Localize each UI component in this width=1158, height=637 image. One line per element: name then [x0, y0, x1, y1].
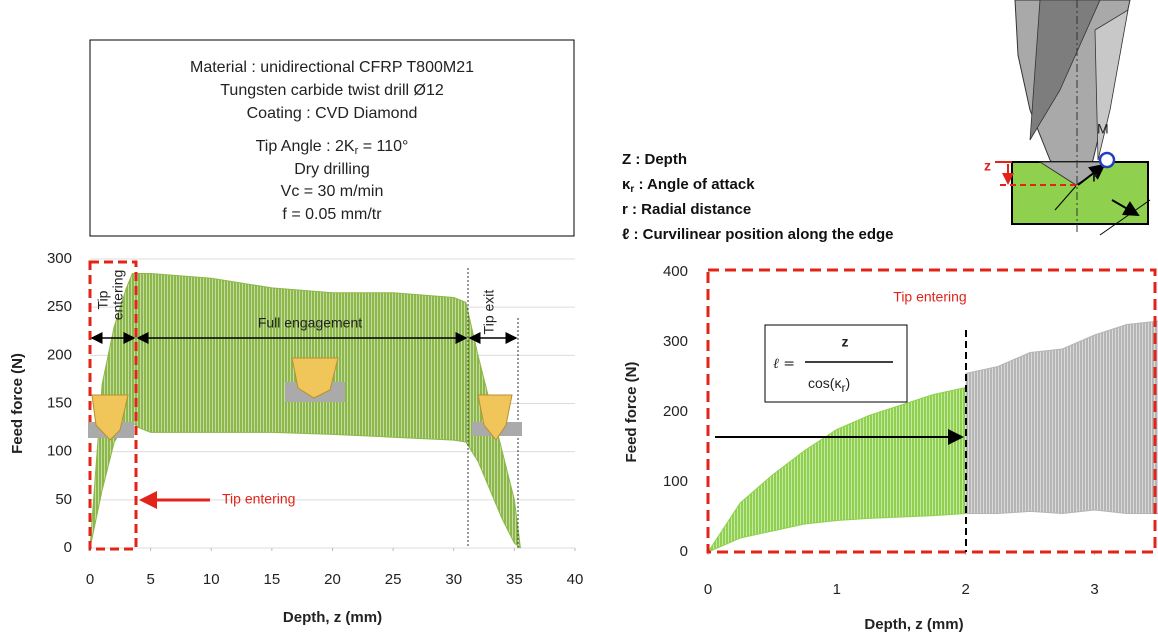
nomenclature-line: κr : Angle of attack	[622, 176, 755, 195]
x-tick-label: 2	[962, 581, 970, 598]
annotation: entering	[110, 270, 126, 321]
y-tick-label: 400	[663, 263, 688, 280]
subscript: r	[841, 381, 845, 395]
drill-icon	[285, 357, 345, 402]
diagram-label: M	[1097, 121, 1109, 137]
x-tick-label: 0	[704, 581, 712, 598]
left-annotations	[88, 260, 522, 551]
annotation: Tip entering	[893, 289, 966, 305]
y-tick-label: 100	[663, 473, 688, 490]
info-line: Vc = 30 m/min	[281, 183, 384, 200]
diagram-label: r	[1092, 169, 1098, 185]
lower-envelope	[707, 513, 966, 553]
info-line: Tungsten carbide twist drill Ø12	[220, 82, 444, 99]
x-axis-title: Depth, z (mm)	[283, 609, 382, 626]
y-axis-title: Feed force (N)	[623, 362, 640, 463]
x-tick-label: 5	[146, 571, 154, 588]
text-part: : Angle of attack	[634, 176, 755, 193]
nomenclature: Z : Depth κr : Angle of attack r : Radia…	[622, 151, 894, 243]
formula-numerator: z	[842, 334, 849, 350]
y-tick-label: 200	[47, 346, 72, 363]
info-line: Material : unidirectional CFRP T800M21	[190, 59, 474, 76]
x-tick-label: 3	[1090, 581, 1098, 598]
nomenclature-line: r : Radial distance	[622, 201, 751, 218]
right-annotations: ℓ = z cos(κr)	[706, 268, 1157, 554]
lower-envelope	[965, 509, 1158, 515]
y-tick-label: 0	[680, 543, 688, 560]
y-tick-label: 100	[47, 443, 72, 460]
x-tick-label: 35	[506, 571, 523, 588]
x-tick-label: 0	[86, 571, 94, 588]
subscript: r	[355, 145, 359, 157]
nomenclature-line: ℓ : Curvilinear position along the edge	[622, 226, 894, 243]
x-axis-title: Depth, z (mm)	[864, 616, 963, 633]
y-tick-label: 250	[47, 298, 72, 315]
formula-denominator: cos(κr)	[808, 375, 850, 395]
formula-lhs: ℓ =	[773, 356, 795, 372]
x-tick-label: 10	[203, 571, 220, 588]
lower-envelope	[89, 422, 521, 549]
x-tick-label: 30	[445, 571, 462, 588]
drill-icon	[472, 394, 522, 441]
upper-envelope	[707, 387, 966, 553]
info-line: Tip Angle : 2Κr = 110°	[256, 138, 409, 157]
force-band	[965, 321, 1158, 514]
nomenclature-line: Z : Depth	[622, 151, 687, 168]
y-tick-label: 300	[47, 250, 72, 267]
force-band	[708, 387, 966, 552]
info-line: f = 0.05 mm/tr	[282, 206, 382, 223]
text-part: cos(κ	[808, 375, 842, 391]
text-part: κ	[622, 176, 631, 193]
upper-envelope	[965, 320, 1158, 374]
x-tick-label: 15	[264, 571, 281, 588]
y-tick-label: 50	[55, 491, 72, 508]
info-line: Coating : CVD Diamond	[247, 105, 418, 122]
y-tick-label: 300	[663, 333, 688, 350]
drill-icon	[88, 394, 134, 441]
text-part: = 110°	[358, 138, 408, 155]
chart: 0 100 200 300 400 0 1 2 3 Feed force (N) Depth, z …	[623, 263, 1158, 633]
y-tick-label: 150	[47, 394, 72, 411]
annotation: Tip entering	[222, 491, 295, 507]
text-part: Tip Angle : 2Κ	[256, 138, 355, 155]
diagram-label: z	[984, 158, 991, 174]
x-tick-label: 25	[385, 571, 402, 588]
text-part: )	[845, 375, 850, 391]
subscript: r	[630, 184, 634, 195]
x-tick-label: 20	[324, 571, 341, 588]
x-tick-label: 1	[833, 581, 841, 598]
y-tick-label: 0	[64, 539, 72, 556]
info-line: Dry drilling	[294, 161, 370, 178]
annotation: Tip	[95, 290, 111, 309]
drill-diagram: M z r	[984, 0, 1151, 236]
x-tick-label: 40	[567, 571, 584, 588]
y-tick-label: 200	[663, 403, 688, 420]
info-box: Material : unidirectional CFRP T800M21 T…	[89, 39, 575, 237]
annotation: Full engagement	[258, 315, 362, 331]
annotation: Tip exit	[481, 290, 497, 335]
y-axis-title: Feed force (N)	[9, 353, 26, 454]
